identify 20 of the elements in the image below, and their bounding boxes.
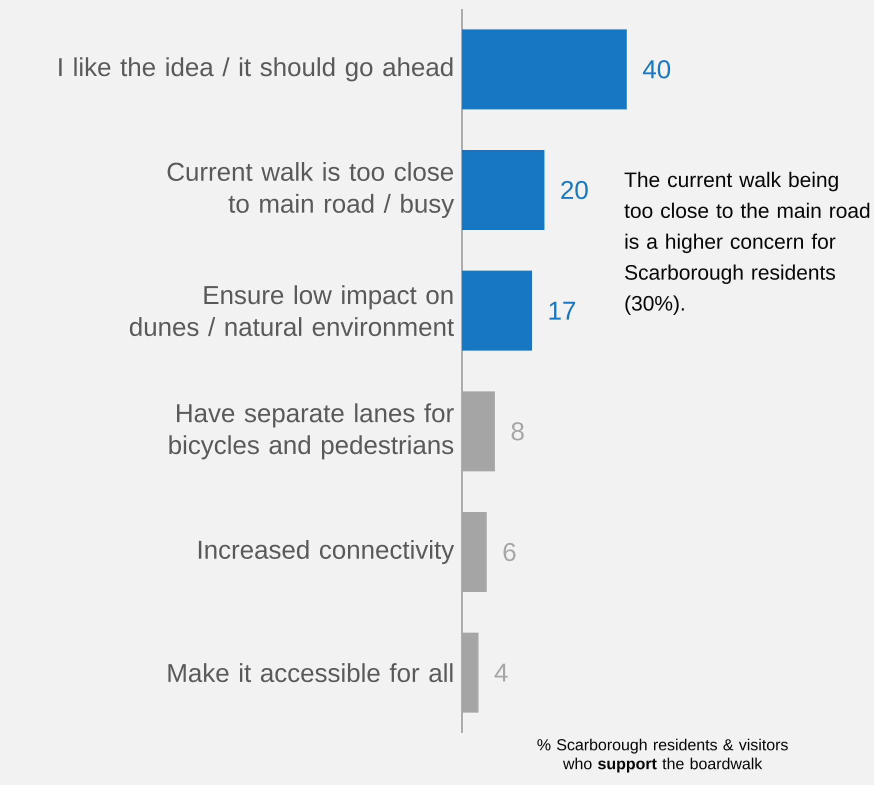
- y-tick-label: Have separate lanes for bicycles and pedestrians: [169, 403, 454, 460]
- bar: [462, 632, 478, 713]
- x-axis-title: % Scarborough residents & visitors who support the boardwalk: [537, 738, 788, 772]
- data-label: 8: [512, 422, 524, 441]
- data-label: 20: [561, 180, 588, 200]
- y-tick-label: Increased connectivity: [198, 540, 454, 564]
- bar: [462, 150, 544, 230]
- bar: [462, 29, 627, 110]
- y-tick-label: Make it accessible for all: [168, 663, 452, 682]
- y-tick-label: Ensure low impact on dunes / natural environment: [130, 285, 454, 336]
- data-label: 17: [550, 302, 576, 320]
- data-label: 40: [642, 60, 670, 79]
- annotation: The current walk being too close to the main road is a higher concern for Scarborough residents (30%).: [624, 172, 870, 315]
- bar: [462, 512, 487, 592]
- bar: [462, 270, 532, 351]
- y-tick-label: I like the idea / it should go ahead: [59, 57, 452, 82]
- data-label: 4: [494, 664, 508, 682]
- y-tick-label: Current walk is too close to main road / busy: [168, 162, 454, 218]
- data-label: 6: [504, 542, 516, 562]
- bar: [462, 391, 495, 472]
